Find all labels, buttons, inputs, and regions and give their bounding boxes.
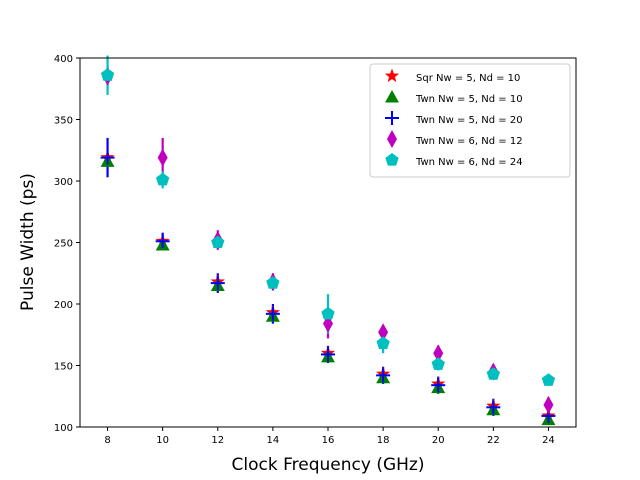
data-point <box>433 344 444 363</box>
data-point <box>156 172 170 186</box>
x-tick-label: 10 <box>156 435 169 446</box>
legend-marker <box>385 111 399 125</box>
data-markers <box>100 67 556 426</box>
data-point <box>376 368 391 383</box>
x-tick-label: 14 <box>267 435 280 446</box>
data-point <box>100 68 115 81</box>
legend-marker <box>385 153 399 166</box>
data-point <box>321 306 335 320</box>
y-axis-label: Pulse Width (ps) <box>18 173 38 311</box>
data-point <box>486 367 500 380</box>
legend-label: Twn Nw = 6, Nd = 24 <box>415 157 523 168</box>
y-tick-label: 150 <box>54 362 73 373</box>
legend-marker <box>387 130 397 148</box>
data-point <box>155 234 170 249</box>
data-point <box>321 347 335 362</box>
data-point <box>211 235 225 249</box>
legend-marker <box>385 90 399 103</box>
x-tick-label: 8 <box>104 435 110 446</box>
data-point <box>486 400 501 415</box>
data-point <box>543 395 554 414</box>
legend-label: Twn Nw = 5, Nd = 10 <box>415 94 523 105</box>
data-point <box>378 323 389 342</box>
series-3-markers <box>100 150 556 423</box>
legend-label: Sqr Nw = 5, Nd = 10 <box>416 73 520 84</box>
y-axis: 100 150 200 250 300 350 400 <box>54 54 80 434</box>
data-point <box>265 306 280 321</box>
series-5-markers <box>100 68 556 386</box>
y-tick-label: 400 <box>54 54 73 65</box>
data-point <box>266 276 280 289</box>
x-tick-label: 12 <box>211 435 224 446</box>
y-tick-label: 250 <box>54 239 73 250</box>
y-tick-label: 200 <box>54 300 73 311</box>
data-point <box>431 378 446 393</box>
data-point <box>100 150 115 165</box>
x-axis: 8 10 12 14 16 18 20 22 24 <box>104 427 555 446</box>
x-tick-label: 22 <box>487 435 500 446</box>
x-tick-label: 18 <box>377 435 390 446</box>
y-tick-label: 100 <box>54 423 73 434</box>
y-tick-label: 300 <box>54 177 73 188</box>
data-point <box>210 276 225 291</box>
data-point <box>431 357 445 370</box>
x-tick-label: 16 <box>322 435 335 446</box>
x-tick-label: 20 <box>432 435 445 446</box>
y-tick-label: 350 <box>54 116 73 127</box>
x-axis-label: Clock Frequency (GHz) <box>232 455 425 475</box>
legend-marker <box>384 68 400 83</box>
legend-label: Twn Nw = 5, Nd = 20 <box>415 115 523 126</box>
legend: Sqr Nw = 5, Nd = 10 Twn Nw = 5, Nd = 10 Tw… <box>369 63 571 178</box>
data-point <box>157 148 168 167</box>
data-point <box>541 373 556 386</box>
legend-box <box>369 63 571 178</box>
data-point <box>376 336 390 350</box>
legend-label: Twn Nw = 6, Nd = 12 <box>415 136 523 147</box>
x-tick-label: 24 <box>542 435 555 446</box>
